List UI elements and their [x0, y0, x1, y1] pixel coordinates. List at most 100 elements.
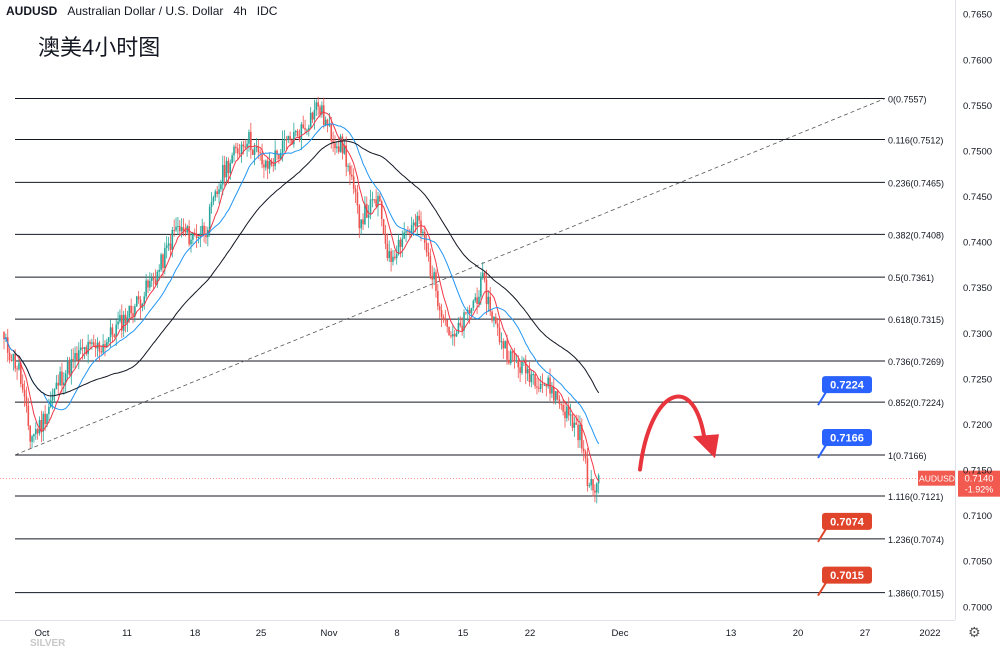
- candle-body: [124, 314, 127, 324]
- candle-body: [293, 132, 295, 145]
- candle-body: [345, 145, 348, 167]
- candle-body: [143, 296, 146, 304]
- candle-body: [551, 387, 553, 394]
- candle-body: [472, 300, 475, 309]
- candle-body: [394, 256, 396, 259]
- candle-body: [407, 231, 409, 233]
- candle-body: [405, 231, 407, 233]
- candle-body: [573, 422, 576, 428]
- candle-body: [57, 382, 60, 386]
- candle-body: [530, 374, 533, 383]
- mid-moving-average: [3, 123, 600, 445]
- candle-body: [300, 124, 303, 140]
- candle-body: [205, 234, 207, 238]
- candle-body: [438, 306, 441, 311]
- candle-body: [328, 123, 331, 126]
- current-price-marker: AUDUSD 0.7140-1.92%: [0, 470, 1000, 497]
- candle-body: [6, 337, 9, 353]
- candle-body: [538, 387, 540, 389]
- candle-body: [278, 154, 280, 160]
- candle-body: [104, 344, 106, 348]
- candle-body: [567, 406, 570, 416]
- candle-body: [178, 226, 181, 232]
- candle-body: [190, 239, 192, 245]
- price-tick-label: 0.7550: [963, 101, 992, 112]
- fib-level-label: 0.852(0.7224): [888, 398, 944, 408]
- time-axis[interactable]: Oct 11 18 25 Nov 8 15 22 Dec 13 20 27 2022: [35, 628, 941, 639]
- candle-body: [515, 360, 518, 362]
- candle-body: [461, 325, 463, 331]
- time-tick-label: 2022: [919, 628, 940, 639]
- candle-body: [414, 222, 417, 227]
- candle-body: [524, 359, 527, 374]
- candle-body: [324, 119, 327, 126]
- candle-body: [579, 424, 581, 441]
- chart-title: 澳美4小时图: [38, 35, 161, 60]
- candle-body: [107, 337, 110, 343]
- candle-body: [74, 353, 76, 360]
- candle-body: [115, 324, 117, 337]
- candle-body: [248, 131, 250, 144]
- fib-level-label: 0.736(0.7269): [888, 357, 944, 367]
- candle-body: [352, 176, 355, 189]
- candle-body: [584, 451, 587, 459]
- time-tick-label: Oct: [35, 628, 50, 639]
- candle-body: [257, 146, 260, 153]
- callout-box: [822, 376, 872, 394]
- candle-body: [285, 139, 288, 141]
- candle-body: [291, 139, 293, 145]
- gear-icon[interactable]: ⚙: [968, 624, 981, 640]
- candle-body: [545, 384, 548, 387]
- candle-body: [427, 252, 430, 257]
- candlestick-series: [3, 96, 600, 504]
- candle-body: [195, 233, 198, 239]
- candle-body: [150, 278, 153, 281]
- candle-body: [218, 189, 220, 194]
- candle-body: [33, 434, 35, 437]
- interval-label[interactable]: 4h: [233, 4, 247, 18]
- fib-level-label: 0(0.7557): [888, 94, 927, 104]
- candle-body: [590, 479, 592, 486]
- moving-averages: [3, 111, 600, 482]
- candle-body: [66, 361, 69, 374]
- candle-body: [446, 319, 448, 327]
- candle-body: [577, 424, 579, 441]
- callout-pointer: [817, 582, 827, 597]
- symbol-label[interactable]: AUDUSD: [6, 4, 58, 18]
- candle-body: [165, 245, 168, 249]
- price-callouts: 0.7224 0.7166 0.7074 0.7015: [817, 376, 872, 597]
- fast-moving-average: [3, 111, 600, 482]
- price-axis[interactable]: 0.7000 0.7050 0.7100 0.7150 0.7200 0.7250 0.73…: [963, 10, 992, 614]
- candle-body: [495, 316, 497, 324]
- candle-body: [364, 204, 366, 225]
- candle-body: [201, 225, 204, 234]
- candle-body: [423, 231, 426, 243]
- candle-body: [81, 347, 84, 349]
- candle-body: [478, 296, 480, 304]
- candle-body: [238, 153, 241, 155]
- time-tick-label: 22: [525, 628, 536, 639]
- candle-body: [233, 146, 235, 156]
- candle-body: [362, 219, 364, 225]
- candle-body: [79, 347, 82, 351]
- candle-body: [61, 371, 63, 386]
- candle-body: [203, 225, 205, 235]
- candle-body: [521, 361, 523, 373]
- candle-body: [279, 152, 282, 160]
- candle-body: [100, 351, 103, 353]
- candle-body: [76, 353, 78, 361]
- candle-body: [397, 239, 400, 255]
- candle-body: [8, 352, 11, 361]
- candle-body: [463, 312, 465, 331]
- candle-body: [455, 333, 458, 337]
- candle-body: [59, 371, 61, 386]
- candle-body: [582, 448, 585, 452]
- candle-body: [236, 148, 239, 154]
- candle-body: [70, 359, 73, 376]
- candle-body: [508, 359, 510, 364]
- price-tick-label: 0.7150: [963, 466, 992, 477]
- candle-body: [128, 305, 131, 318]
- candle-body: [543, 384, 546, 386]
- candle-body: [513, 353, 516, 362]
